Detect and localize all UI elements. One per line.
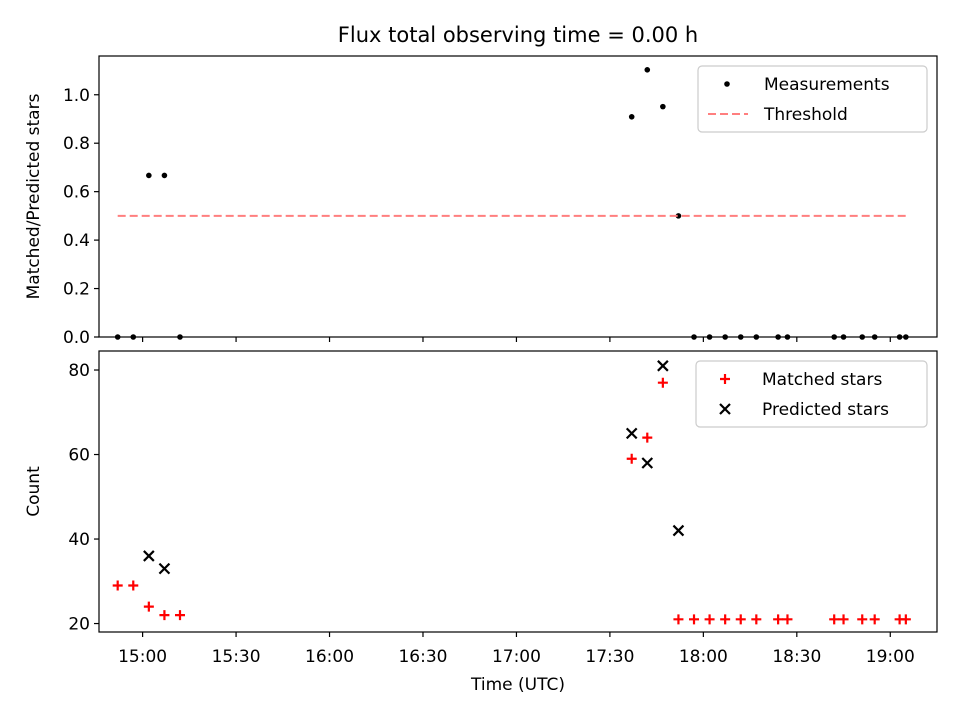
panel-count: 20 40 60 80 15:00 15:30 16:00 16:30 17:00 17:30 18…: [24, 350, 938, 667]
measurements-point: [644, 67, 651, 73]
x-tick-label: 18:00: [679, 647, 728, 667]
measurements-point: [146, 172, 152, 179]
legend: Matched stars Predicted stars: [695, 360, 928, 428]
y-tick-label: 0.6: [63, 183, 90, 203]
matched-stars-point: [689, 614, 700, 625]
predicted-stars-point: [657, 360, 669, 372]
legend: Measurements Threshold: [697, 65, 928, 133]
x-tick-label: 18:30: [772, 647, 821, 667]
legend-label: Predicted stars: [762, 400, 889, 420]
plot-frame: [98, 55, 938, 338]
measurements-point: [675, 213, 682, 219]
y-tick-label: 60: [68, 446, 90, 466]
plot-frame: [98, 350, 938, 633]
matched-stars-point: [782, 614, 793, 625]
predicted-stars-point: [672, 524, 685, 537]
x-tick-label: 16:00: [305, 647, 354, 667]
y-tick-label: 0.4: [63, 231, 90, 251]
legend-label: Threshold: [763, 105, 848, 125]
predicted-stars-point: [143, 550, 155, 562]
x-tick-label: 15:00: [118, 647, 167, 667]
predicted-stars-point: [625, 427, 638, 440]
matched-stars-point: [159, 610, 170, 621]
y-axis-label: Count: [24, 466, 44, 517]
matched-stars-point: [673, 614, 684, 625]
matched-stars-point: [128, 580, 139, 591]
matched-stars-point: [857, 614, 868, 625]
matched-stars-point: [657, 377, 668, 388]
legend-label: Measurements: [764, 75, 890, 95]
predicted-stars-point: [158, 562, 171, 575]
matched-stars-point: [704, 614, 715, 625]
matched-stars-point: [900, 614, 911, 625]
matched-stars-point: [735, 614, 746, 625]
x-tick-label: 17:30: [585, 647, 634, 667]
predicted-stars-point: [641, 457, 654, 469]
measurements-point: [660, 103, 666, 110]
matched-stars-point: [112, 580, 123, 591]
y-tick-label: 20: [68, 615, 90, 635]
matched-stars-point: [143, 601, 154, 612]
y-axis-label: Matched/Predicted stars: [24, 93, 44, 299]
x-tick-label: 17:00: [492, 647, 541, 667]
legend-label: Matched stars: [762, 370, 882, 390]
matched-stars-point: [829, 614, 840, 625]
legend-swatch: [720, 374, 730, 384]
y-tick-label: 0.8: [63, 134, 90, 154]
chart-title: Flux total observing time = 0.00 h: [338, 23, 698, 47]
panel-ratio: 0.0 0.2 0.4 0.6 0.8 1.0 Matched/Predicted star…: [24, 55, 938, 348]
matched-stars-point: [869, 614, 880, 625]
legend-box: [697, 65, 928, 133]
x-tick-label: 16:30: [398, 647, 447, 667]
matched-stars-point: [838, 614, 849, 625]
matched-stars-point: [642, 432, 653, 443]
legend-swatch: [719, 403, 731, 415]
y-tick-label: 80: [68, 361, 90, 381]
measurements-point: [628, 114, 635, 120]
y-tick-label: 0.0: [63, 328, 90, 348]
matched-stars-point: [626, 453, 637, 464]
y-tick-label: 1.0: [63, 86, 90, 106]
y-tick-label: 0.2: [63, 280, 90, 300]
matched-stars-point: [720, 614, 731, 625]
x-axis-label: Time (UTC): [470, 675, 565, 695]
legend-swatch: [724, 81, 730, 87]
legend-box: [695, 360, 928, 428]
x-tick-label: 19:00: [866, 647, 915, 667]
y-tick-label: 40: [68, 530, 90, 550]
matched-stars-point: [773, 614, 784, 625]
x-tick-label: 15:30: [212, 647, 261, 667]
measurements-point: [161, 172, 168, 179]
matched-stars-point: [751, 614, 762, 625]
matched-stars-point: [174, 610, 185, 621]
